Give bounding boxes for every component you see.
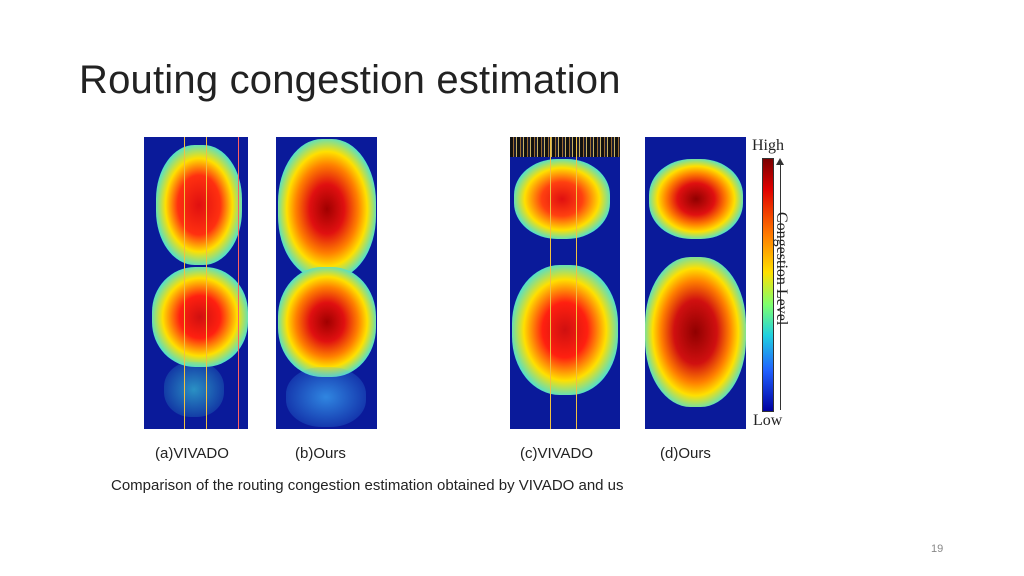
colorbar-high-label: High (752, 137, 784, 154)
heatmap-a-vivado (144, 137, 248, 429)
colorbar (762, 158, 774, 412)
colorbar-axis-label: Congestion Level (773, 212, 790, 326)
heatmap-c-vivado (510, 137, 620, 429)
figure-caption: Comparison of the routing congestion est… (111, 477, 624, 494)
colorbar-low-label: Low (753, 412, 783, 429)
heatmap-b-ours (276, 137, 377, 429)
panel-label-d: (d)Ours (660, 445, 711, 462)
panel-label-c: (c)VIVADO (520, 445, 594, 462)
panel-label-b: (b)Ours (295, 445, 346, 462)
colorbar-arrow-icon (776, 158, 784, 410)
panel-label-a: (a)VIVADO (155, 445, 229, 462)
page-number: 19 (931, 543, 944, 555)
slide-title: Routing congestion estimation (79, 58, 621, 102)
heatmap-c-top-band (510, 137, 620, 157)
heatmap-d-ours (645, 137, 746, 429)
